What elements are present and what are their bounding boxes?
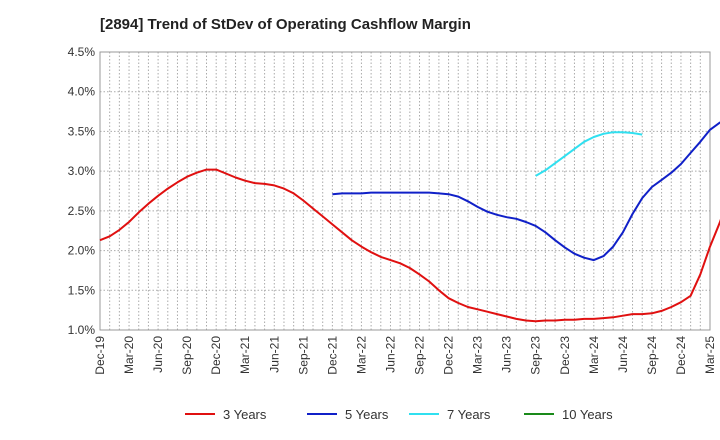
y-tick-label: 1.5%	[68, 283, 96, 297]
legend-label-3-years: 3 Years	[223, 407, 267, 422]
x-tick-label: Mar-20	[122, 336, 136, 374]
legend-label-7-years: 7 Years	[447, 407, 491, 422]
x-tick-label: Mar-23	[471, 336, 485, 374]
x-tick-label: Dec-21	[325, 336, 339, 375]
y-tick-label: 4.5%	[68, 45, 96, 59]
y-axis: 1.0% 1.5% 2.0% 2.5% 3.0% 3.5% 4.0% 4.5%	[68, 45, 96, 337]
y-tick-label: 1.0%	[68, 323, 96, 337]
x-tick-label: Sep-20	[180, 336, 194, 375]
x-tick-label: Sep-21	[296, 336, 310, 375]
x-tick-label: Jun-23	[500, 336, 514, 373]
legend: 3 Years 5 Years 7 Years 10 Years	[185, 407, 613, 422]
x-axis: Dec-19 Mar-20 Jun-20 Sep-20 Dec-20 Mar-21 Jun-…	[93, 336, 717, 375]
x-tick-label: Jun-22	[383, 336, 397, 373]
x-tick-label: Sep-22	[413, 336, 427, 375]
y-tick-label: 3.0%	[68, 164, 96, 178]
x-tick-label: Mar-22	[354, 336, 368, 374]
x-tick-label: Dec-19	[93, 336, 107, 375]
x-tick-label: Dec-23	[558, 336, 572, 375]
x-tick-label: Dec-24	[674, 336, 688, 375]
x-tick-label: Dec-20	[209, 336, 223, 375]
plot-frame	[99, 51, 711, 331]
legend-label-10-years: 10 Years	[562, 407, 613, 422]
x-tick-label: Mar-21	[238, 336, 252, 374]
x-tick-label: Mar-25	[703, 336, 717, 374]
x-tick-label: Jun-24	[616, 336, 630, 373]
x-tick-label: Jun-21	[267, 336, 281, 373]
series-line-7-years	[535, 131, 643, 177]
x-tick-label: Sep-24	[645, 336, 659, 375]
grid	[100, 52, 710, 330]
x-tick-label: Dec-22	[442, 336, 456, 375]
y-tick-label: 3.5%	[68, 124, 96, 138]
x-tick-label: Jun-20	[151, 336, 165, 373]
chart-title: [2894] Trend of StDev of Operating Cashf…	[100, 16, 471, 33]
x-tick-label: Mar-24	[587, 336, 601, 374]
legend-label-5-years: 5 Years	[345, 407, 389, 422]
series-lines	[99, 121, 720, 323]
y-tick-label: 4.0%	[68, 85, 96, 99]
series-line-5-years	[332, 121, 720, 262]
y-tick-label: 2.0%	[68, 244, 96, 258]
y-tick-label: 2.5%	[68, 204, 96, 218]
series-line-3-years	[99, 168, 720, 323]
x-tick-label: Sep-23	[529, 336, 543, 375]
